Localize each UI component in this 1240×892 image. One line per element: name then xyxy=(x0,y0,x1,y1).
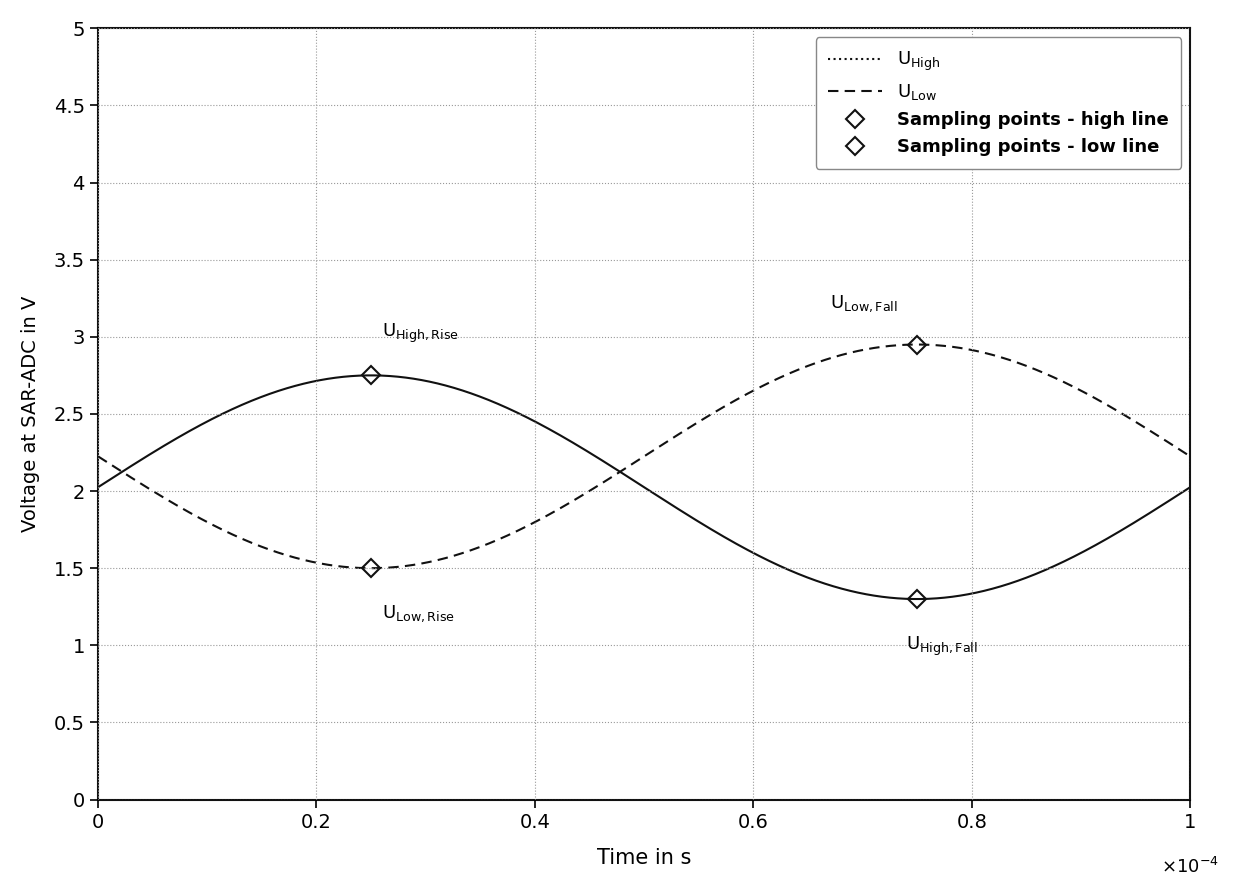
Y-axis label: Voltage at SAR-ADC in V: Voltage at SAR-ADC in V xyxy=(21,296,40,533)
Text: $\times$10$^{-4}$: $\times$10$^{-4}$ xyxy=(1161,857,1219,878)
Text: U$_{\mathregular{Low,Rise}}$: U$_{\mathregular{Low,Rise}}$ xyxy=(382,604,455,624)
Text: U$_{\mathregular{High,Fall}}$: U$_{\mathregular{High,Fall}}$ xyxy=(906,634,978,657)
X-axis label: Time in s: Time in s xyxy=(596,848,691,869)
Text: U$_{\mathregular{Low,Fall}}$: U$_{\mathregular{Low,Fall}}$ xyxy=(830,293,898,314)
Legend: U$_{\mathregular{High}}$, U$_{\mathregular{Low}}$, Sampling points - high line, : U$_{\mathregular{High}}$, U$_{\mathregul… xyxy=(816,37,1182,169)
Text: U$_{\mathregular{High,Rise}}$: U$_{\mathregular{High,Rise}}$ xyxy=(382,321,459,344)
